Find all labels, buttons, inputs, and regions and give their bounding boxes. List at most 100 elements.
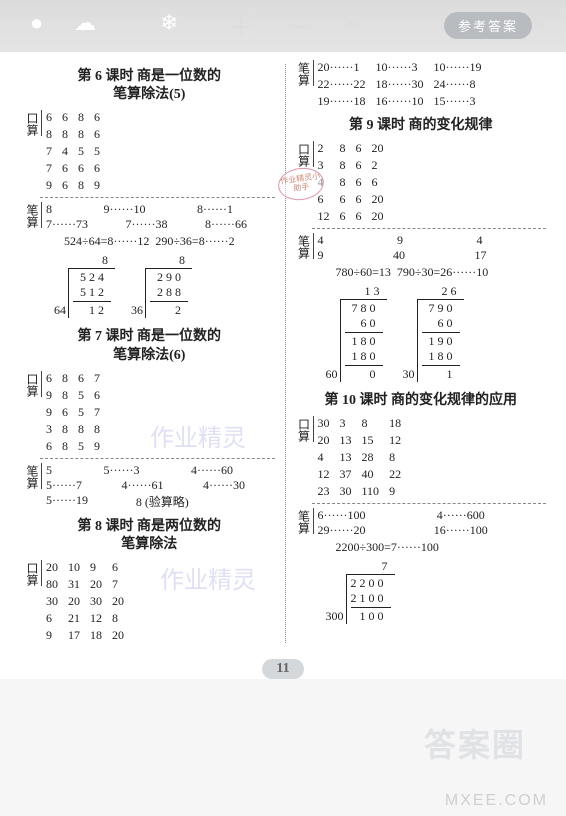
watermark-big: 答案圈 [424, 720, 526, 766]
right-column: 作业精灵小助手 笔算 20······110······310······192… [286, 60, 547, 647]
s10-bi-2: 29······20 16······100 [318, 523, 547, 538]
s10-bi-1: 6······1004······600 [318, 508, 547, 523]
cell: 8 [46, 202, 94, 217]
cell: 8 [340, 141, 346, 156]
s10-longdiv: 730022002100100 [318, 557, 547, 626]
cell: 3 [340, 416, 352, 431]
s6-extra1: 524÷64=8······12 [64, 234, 149, 248]
cell: 6 [318, 192, 330, 207]
section-7-title: 第 7 课时 商是一位数的 笔算除法(6) [24, 328, 275, 364]
cell: 6 [94, 110, 100, 125]
cell: 6 [356, 141, 362, 156]
cell: 6······100 [318, 508, 427, 523]
cell: 8 [112, 611, 124, 626]
s10-extra: 2200÷300=7······100 [336, 540, 547, 555]
cell: 6 [46, 371, 52, 386]
cell: 6 [46, 110, 52, 125]
cell: 5 [94, 144, 100, 159]
cell: 9 [46, 388, 52, 403]
cell: 8 [340, 158, 346, 173]
snow-icon: ❄ [160, 10, 178, 36]
section-6-title: 第 6 课时 商是一位数的 笔算除法(5) [24, 68, 275, 104]
s9-kou-grid: 286203862486666620126620 [318, 141, 384, 224]
cell: 16······10 [375, 94, 423, 109]
answer-badge: 参考答案 [444, 12, 532, 39]
kousuan-label: 口算 [296, 141, 314, 167]
cell: 8 [62, 422, 68, 437]
cell: 4······30 [203, 478, 275, 493]
cell: 6 [94, 161, 100, 176]
cell: 6 [356, 209, 362, 224]
cell: 8 [78, 127, 84, 142]
bisuan-label: 笔算 [296, 233, 314, 259]
cell: 20 [112, 628, 124, 643]
cell: 8 (验算略) [136, 493, 227, 510]
cell: 9 [397, 233, 467, 248]
cell: 80 [46, 577, 58, 592]
cell: 6 [356, 158, 362, 173]
s7-bisuan: 笔算 55······34······60 5······74······614… [24, 463, 275, 510]
kousuan-label: 口算 [296, 416, 314, 442]
cell: 4 [318, 450, 330, 465]
cell: 7 [94, 405, 100, 420]
cell: 110 [362, 484, 380, 499]
cell: 29······20 [318, 523, 424, 538]
cell: 15 [362, 433, 380, 448]
cell: 5 [46, 463, 94, 478]
s10-kou-grid: 303818201315124132881237402223301109 [318, 416, 402, 499]
cell: 20 [112, 594, 124, 609]
cell: 7 [94, 371, 100, 386]
bisuan-label: 笔算 [296, 508, 314, 534]
cell: 12 [318, 467, 330, 482]
cell: 40 [393, 248, 465, 263]
cell: 3 [46, 422, 52, 437]
cell: 5······3 [104, 463, 182, 478]
cell: 9 [94, 178, 100, 193]
cell: 5 [78, 388, 84, 403]
plus-icon: ＋ [230, 10, 252, 42]
s6-bisuan: 笔算 89······108······1 7······737······38… [24, 202, 275, 320]
cell: 6 [356, 192, 362, 207]
cell: 9······10 [104, 202, 188, 217]
cell: 6 [78, 371, 84, 386]
cell: 5······19 [46, 493, 126, 510]
s8-kou-grid: 2010968031207302030206211289171820 [46, 560, 124, 643]
circle-icon: ● [30, 10, 43, 36]
s9-bi-1: 494 [318, 233, 547, 248]
cell: 10······19 [433, 60, 481, 75]
cell: 12 [389, 433, 401, 448]
watermark-site: MXEE.COM [445, 792, 548, 810]
cell: 24······8 [433, 77, 481, 92]
left-column: 第 6 课时 商是一位数的 笔算除法(5) 口算 668688867455766… [24, 60, 285, 647]
s6-bi-grid2: 7······737······388······66 [46, 217, 275, 232]
cell: 6 [372, 175, 384, 190]
cell: 6 [62, 178, 68, 193]
cell: 13 [340, 433, 352, 448]
s7-bi-1: 5 5······3 4······60 [46, 463, 275, 478]
cell: 9 [389, 484, 401, 499]
cell: 22 [389, 467, 401, 482]
cell: 7 [46, 144, 52, 159]
s6-bi-grid1: 89······108······1 [46, 202, 275, 217]
minus-icon: － [290, 10, 312, 42]
cell: 16······100 [434, 523, 546, 538]
cell: 5 [78, 439, 84, 454]
cell: 20 [318, 433, 330, 448]
cell: 6 [112, 560, 124, 575]
cell: 10······3 [375, 60, 423, 75]
s9-bi-2: 94017 [318, 248, 547, 263]
cell: 5······7 [46, 478, 112, 493]
cell: 8 [46, 127, 52, 142]
cell: 31 [68, 577, 80, 592]
cell: 4······60 [191, 463, 275, 478]
s7-kousuan: 口算 68679856965738886859 [24, 371, 275, 454]
cell: 8······66 [205, 217, 275, 232]
cell: 6 [94, 388, 100, 403]
cell: 40 [362, 467, 380, 482]
cell: 8 [362, 416, 380, 431]
cell: 20 [372, 192, 384, 207]
section-8-title: 第 8 课时 商是两位数的 笔算除法 [24, 518, 275, 554]
cell: 4······61 [122, 478, 194, 493]
cell: 20 [46, 560, 58, 575]
cell: 21 [68, 611, 80, 626]
